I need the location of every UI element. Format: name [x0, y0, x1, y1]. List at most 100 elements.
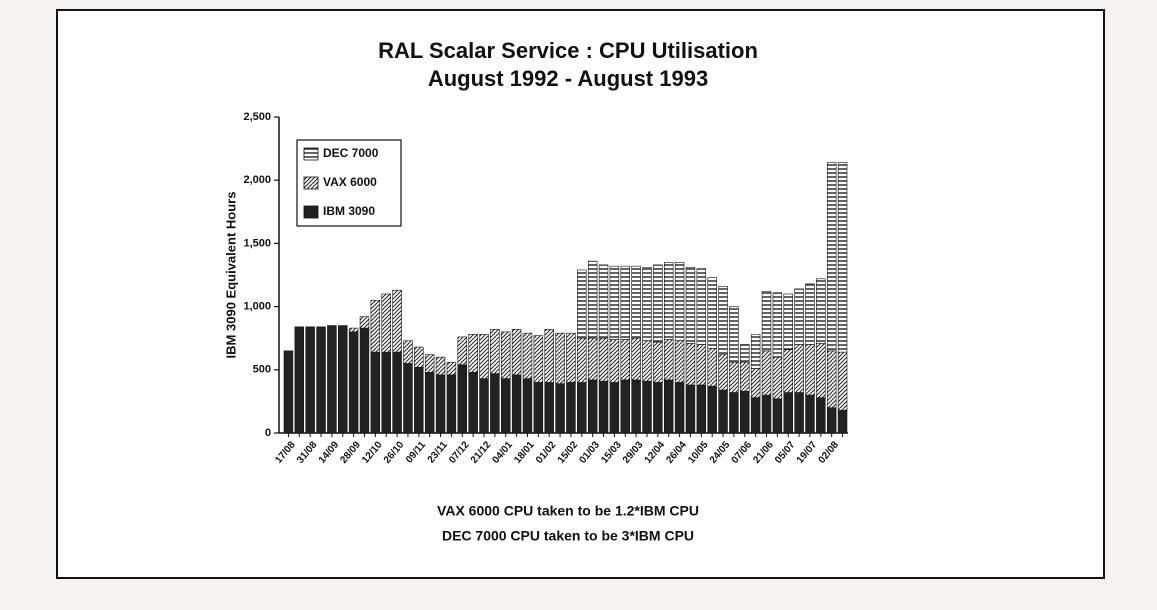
- bar-segment: [381, 351, 391, 434]
- bar-segment: [729, 392, 739, 434]
- bar-segment: [761, 350, 772, 396]
- bar-segment: [392, 351, 402, 434]
- bar-segment: [414, 346, 424, 368]
- legend-label: VAX 6000: [323, 175, 377, 189]
- bar-segment: [457, 364, 468, 434]
- annotation: DEC 7000 CPU taken to be 3*IBM CPU: [442, 528, 694, 544]
- bar-segment: [642, 267, 652, 342]
- bar-segment: [316, 326, 326, 434]
- y-tick-label: 2,000: [243, 174, 271, 186]
- bar-segment: [305, 326, 315, 434]
- bar-segment: [663, 339, 674, 381]
- bar-segment: [805, 344, 815, 396]
- bar-segment: [653, 382, 663, 434]
- bar-segment: [457, 336, 468, 366]
- bar-segment: [663, 262, 674, 340]
- bar-segment: [837, 351, 848, 411]
- bar-segment: [609, 382, 620, 434]
- bar-segment: [718, 286, 728, 355]
- bar-segment: [577, 269, 587, 339]
- bar-segment: [544, 382, 554, 434]
- bar-segment: [685, 384, 696, 434]
- bar-segment: [631, 265, 641, 339]
- bar-segment: [598, 380, 609, 434]
- bar-segment: [750, 334, 761, 369]
- bar-segment: [522, 378, 533, 434]
- bar-segment: [598, 337, 609, 382]
- bar-segment: [501, 378, 511, 434]
- bar-segment: [772, 398, 783, 434]
- bar-segment: [653, 264, 663, 343]
- bar-segment: [446, 374, 457, 434]
- bar-segment: [837, 409, 848, 434]
- bar-segment: [359, 327, 370, 434]
- bar-segment: [750, 397, 761, 434]
- bar-segment: [609, 339, 620, 383]
- bar-segment: [740, 344, 750, 363]
- bar-segment: [501, 331, 511, 379]
- bar-segment: [729, 306, 739, 363]
- chart-subtitle: August 1992 - August 1993: [428, 66, 708, 91]
- bar-segment: [348, 331, 359, 434]
- bar-segment: [772, 356, 783, 400]
- bar-segment: [577, 337, 587, 383]
- bar-segment: [446, 361, 457, 376]
- bar-segment: [772, 292, 783, 358]
- bar-segment: [805, 283, 815, 345]
- bar-segment: [533, 382, 544, 434]
- bar-segment: [403, 340, 413, 364]
- bar-segment: [642, 380, 652, 434]
- bar-segment: [696, 268, 707, 345]
- bar-segment: [424, 354, 435, 373]
- bar-segment: [294, 326, 305, 434]
- bar-segment: [555, 383, 565, 434]
- legend-swatch: [303, 147, 319, 161]
- bar-segment: [490, 373, 500, 434]
- bar-segment: [620, 379, 630, 434]
- bar-segment: [685, 267, 696, 344]
- bar-segment: [566, 332, 576, 383]
- bar-segment: [740, 390, 750, 434]
- bar-segment: [663, 379, 674, 434]
- bar-segment: [511, 374, 522, 434]
- bar-segment: [783, 293, 793, 350]
- y-axis-label: IBM 3090 Equivalent Hours: [223, 192, 238, 359]
- bar-segment: [555, 332, 565, 385]
- bar-segment: [794, 344, 804, 393]
- bar-segment: [392, 289, 402, 353]
- legend-label: DEC 7000: [323, 146, 379, 160]
- bar-segment: [794, 288, 804, 345]
- bar-segment: [370, 351, 381, 434]
- bar-segment: [761, 394, 772, 434]
- bar-segment: [511, 329, 522, 376]
- bar-segment: [435, 356, 446, 376]
- bar-segment: [696, 384, 707, 434]
- bar-segment: [631, 337, 641, 381]
- y-tick-label: 1,000: [243, 301, 271, 313]
- bar-segment: [283, 350, 294, 434]
- bar-segment: [707, 277, 717, 349]
- bar-segment: [414, 366, 424, 434]
- bar-segment: [642, 340, 652, 382]
- bar-segment: [403, 363, 413, 434]
- bar-segment: [837, 162, 848, 353]
- bar-segment: [522, 332, 533, 379]
- bar-segment: [674, 340, 685, 383]
- bar-segment: [805, 394, 815, 434]
- bar-segment: [620, 339, 630, 381]
- bar-segment: [729, 361, 739, 393]
- bar-segment: [707, 348, 717, 387]
- bar-segment: [587, 379, 598, 434]
- bar-segment: [566, 382, 576, 434]
- bar-segment: [577, 382, 587, 434]
- bar-segment: [620, 265, 630, 340]
- bar-segment: [674, 382, 685, 434]
- bar-segment: [468, 372, 478, 434]
- bar-segment: [544, 329, 554, 383]
- bar-segment: [707, 385, 717, 434]
- y-tick-label: 1,500: [243, 237, 271, 249]
- bar-segment: [370, 299, 381, 353]
- bar-segment: [718, 389, 728, 434]
- y-tick-label: 2,500: [243, 111, 271, 123]
